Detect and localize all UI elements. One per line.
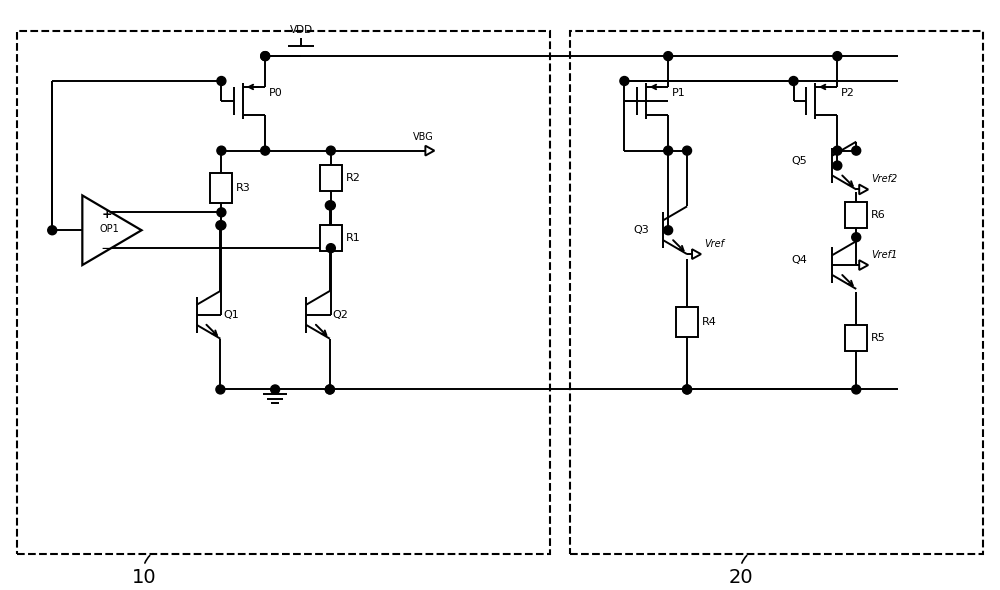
FancyBboxPatch shape xyxy=(845,202,867,228)
Circle shape xyxy=(216,221,225,230)
Text: R5: R5 xyxy=(871,333,886,343)
Circle shape xyxy=(789,77,798,86)
Circle shape xyxy=(261,52,270,61)
Text: Q2: Q2 xyxy=(333,310,349,320)
Circle shape xyxy=(683,385,692,394)
FancyBboxPatch shape xyxy=(676,307,698,337)
Circle shape xyxy=(216,385,225,394)
Text: OP1: OP1 xyxy=(99,224,119,234)
Text: R3: R3 xyxy=(236,183,251,193)
Circle shape xyxy=(217,77,226,86)
Circle shape xyxy=(261,52,270,61)
Circle shape xyxy=(48,226,57,235)
Bar xyxy=(570,31,983,553)
Text: Q5: Q5 xyxy=(792,156,807,166)
Text: 10: 10 xyxy=(132,556,156,588)
Circle shape xyxy=(664,52,673,61)
Circle shape xyxy=(326,244,335,253)
Text: Q1: Q1 xyxy=(223,310,239,320)
Text: R4: R4 xyxy=(702,317,717,327)
Text: P1: P1 xyxy=(672,88,686,98)
Circle shape xyxy=(664,226,673,235)
Text: P2: P2 xyxy=(841,88,855,98)
Circle shape xyxy=(325,385,334,394)
Text: −: − xyxy=(101,241,113,255)
Circle shape xyxy=(325,201,334,210)
Text: Vref: Vref xyxy=(704,239,724,249)
Circle shape xyxy=(852,385,861,394)
Circle shape xyxy=(326,201,335,210)
Text: VBG: VBG xyxy=(413,132,434,142)
Text: Vref1: Vref1 xyxy=(871,250,897,260)
FancyBboxPatch shape xyxy=(210,173,232,203)
Circle shape xyxy=(217,221,226,230)
Circle shape xyxy=(683,385,692,394)
Text: 20: 20 xyxy=(729,556,753,588)
Circle shape xyxy=(326,146,335,155)
Bar xyxy=(17,31,550,553)
Circle shape xyxy=(833,146,842,155)
Circle shape xyxy=(683,146,692,155)
Circle shape xyxy=(620,77,629,86)
Circle shape xyxy=(852,146,861,155)
Circle shape xyxy=(271,385,280,394)
Circle shape xyxy=(833,161,842,170)
Text: +: + xyxy=(102,208,112,221)
Circle shape xyxy=(325,385,334,394)
Text: Vref2: Vref2 xyxy=(871,175,897,185)
Text: R1: R1 xyxy=(346,232,361,242)
Circle shape xyxy=(833,52,842,61)
Text: Q3: Q3 xyxy=(633,225,649,235)
FancyBboxPatch shape xyxy=(320,165,342,191)
Circle shape xyxy=(261,146,270,155)
Text: Q4: Q4 xyxy=(792,255,807,265)
Text: R2: R2 xyxy=(346,173,361,183)
FancyBboxPatch shape xyxy=(320,225,342,251)
Circle shape xyxy=(217,146,226,155)
Polygon shape xyxy=(82,195,142,265)
FancyBboxPatch shape xyxy=(845,325,867,351)
Text: VDD: VDD xyxy=(289,25,313,35)
Circle shape xyxy=(217,208,226,217)
Circle shape xyxy=(852,232,861,242)
Text: R6: R6 xyxy=(871,210,886,220)
Circle shape xyxy=(664,146,673,155)
Text: P0: P0 xyxy=(269,88,283,98)
